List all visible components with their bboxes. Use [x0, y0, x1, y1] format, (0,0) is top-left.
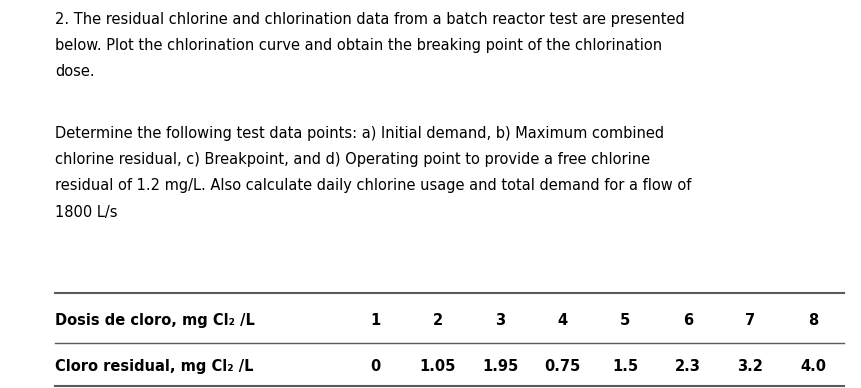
Text: 1.5: 1.5: [612, 359, 638, 374]
Text: 5: 5: [620, 313, 630, 327]
Text: Determine the following test data points: a) Initial demand, b) Maximum combined: Determine the following test data points…: [55, 126, 665, 141]
Text: chlorine residual, c) Breakpoint, and d) Operating point to provide a free chlor: chlorine residual, c) Breakpoint, and d)…: [55, 152, 650, 167]
Text: 1800 L/s: 1800 L/s: [55, 205, 118, 220]
Text: 0.75: 0.75: [544, 359, 581, 374]
Text: 1: 1: [370, 313, 380, 327]
Text: 3: 3: [495, 313, 505, 327]
Text: 2.3: 2.3: [675, 359, 701, 374]
Text: 1.05: 1.05: [419, 359, 455, 374]
Text: residual of 1.2 mg/L. Also calculate daily chlorine usage and total demand for a: residual of 1.2 mg/L. Also calculate dai…: [55, 178, 691, 194]
Text: 4.0: 4.0: [800, 359, 826, 374]
Text: 7: 7: [746, 313, 755, 327]
Text: below. Plot the chlorination curve and obtain the breaking point of the chlorina: below. Plot the chlorination curve and o…: [55, 38, 662, 53]
Text: 2: 2: [432, 313, 443, 327]
Text: 3.2: 3.2: [738, 359, 764, 374]
Text: 8: 8: [808, 313, 818, 327]
Text: Cloro residual, mg Cl₂ /L: Cloro residual, mg Cl₂ /L: [55, 359, 254, 374]
Text: 4: 4: [558, 313, 567, 327]
Text: dose.: dose.: [55, 64, 95, 80]
Text: Dosis de cloro, mg Cl₂ /L: Dosis de cloro, mg Cl₂ /L: [55, 313, 255, 327]
Text: 1.95: 1.95: [482, 359, 518, 374]
Text: 2. The residual chlorine and chlorination data from a batch reactor test are pre: 2. The residual chlorine and chlorinatio…: [55, 12, 684, 27]
Text: 0: 0: [370, 359, 380, 374]
Text: 6: 6: [683, 313, 693, 327]
